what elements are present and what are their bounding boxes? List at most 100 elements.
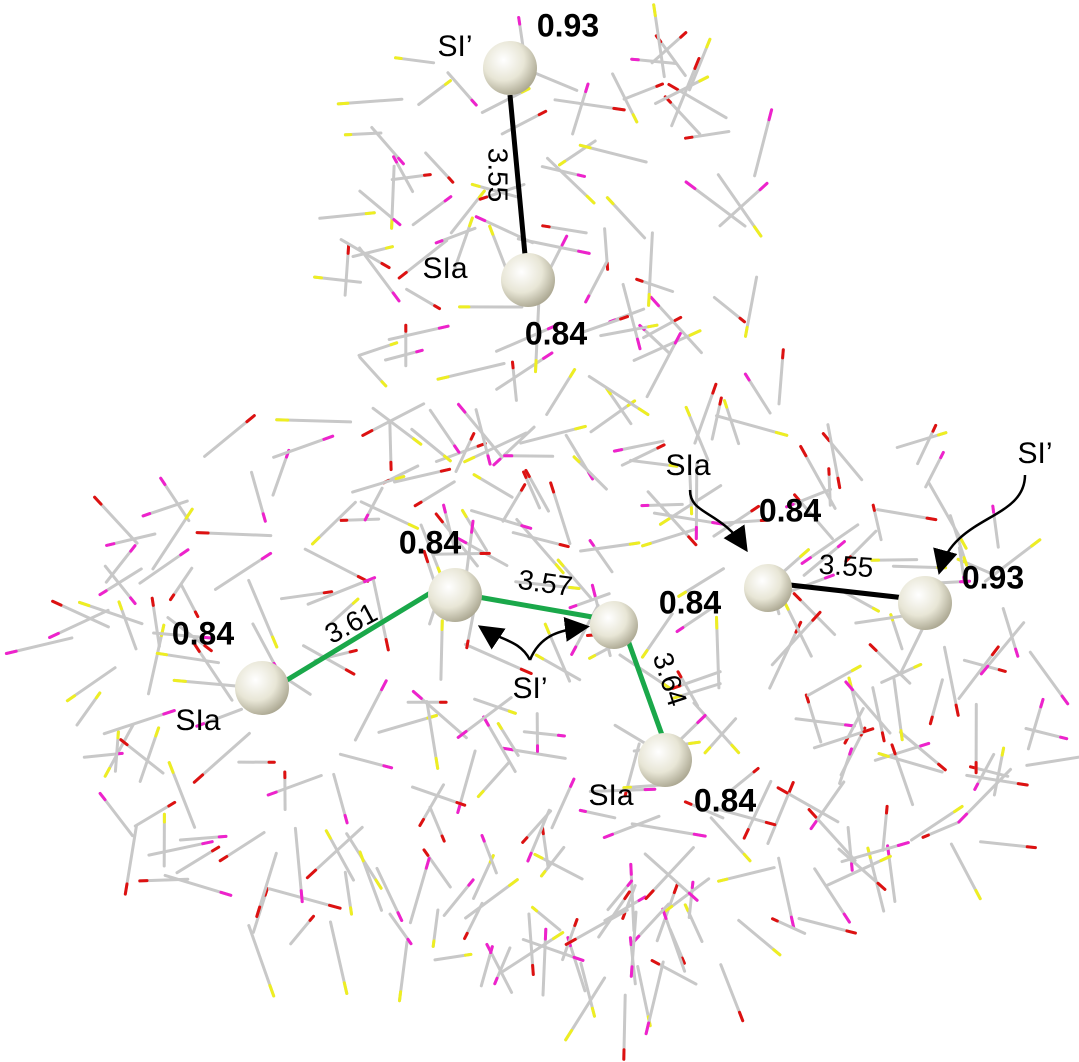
site-label: SIa [422, 252, 467, 285]
bond [469, 880, 473, 885]
bond [100, 591, 106, 595]
bond [376, 880, 381, 888]
bond [399, 272, 406, 278]
bond [686, 182, 695, 189]
bond [396, 58, 402, 59]
bond [348, 246, 349, 253]
bond [444, 505, 446, 512]
bond [221, 892, 231, 895]
bond [898, 843, 908, 846]
bond [415, 502, 421, 506]
bond [746, 327, 748, 336]
bond [639, 897, 645, 901]
bond [554, 933, 563, 939]
bond [315, 277, 322, 278]
bond [852, 864, 853, 870]
distance-label: 3.55 [818, 549, 875, 584]
bond [152, 598, 153, 605]
bond [646, 1023, 649, 1034]
bond [649, 325, 657, 327]
bond [131, 598, 136, 604]
bond [1002, 748, 1003, 755]
bond [993, 506, 994, 512]
bond [455, 446, 459, 452]
distance-label: 3.57 [516, 564, 574, 602]
bond [614, 450, 621, 452]
bond [542, 872, 545, 876]
bond [539, 111, 546, 114]
labels: SI’ SIa SIa SI’ SIa SIa SI’ 0.93 0.84 0.… [172, 7, 1053, 818]
bond [131, 546, 135, 552]
cation [483, 41, 537, 95]
bond [543, 226, 550, 227]
bond [273, 637, 277, 647]
bond [399, 158, 404, 163]
structure-diagram: SI’ SIa SIa SI’ SIa SIa SI’ 0.93 0.84 0.… [0, 0, 1079, 1062]
bond [740, 318, 745, 322]
bond [400, 992, 401, 1001]
bond [760, 183, 767, 189]
occupancy: 0.84 [525, 315, 587, 351]
bond [882, 733, 884, 741]
bond [939, 433, 946, 435]
bond [719, 879, 727, 881]
bond [754, 769, 758, 772]
bond [346, 670, 354, 674]
bond [1018, 784, 1027, 785]
bond [495, 978, 497, 983]
bond [657, 84, 663, 86]
bond [941, 453, 944, 458]
bond [713, 384, 716, 393]
bond [975, 784, 978, 789]
bond [125, 884, 127, 894]
bond [262, 553, 270, 558]
bond [633, 115, 637, 122]
bond [999, 670, 1005, 672]
bond [338, 103, 348, 104]
bond [707, 39, 710, 47]
bond [801, 550, 809, 557]
bond [592, 1008, 594, 1016]
site-label: SIa [175, 704, 220, 737]
bond [652, 961, 659, 965]
bond [580, 810, 585, 811]
bond [387, 247, 393, 248]
cation [501, 253, 555, 307]
bond [213, 847, 219, 851]
site-label: SI’ [437, 30, 472, 63]
bond [438, 377, 448, 379]
bond [536, 361, 537, 372]
bond [725, 401, 727, 407]
bond [745, 374, 749, 380]
bond [586, 84, 588, 92]
bond [1027, 755, 1079, 765]
bond [156, 728, 159, 736]
bond [465, 933, 468, 938]
bond [436, 514, 442, 522]
bond [651, 297, 659, 305]
bond [654, 5, 656, 16]
bond [774, 950, 780, 955]
bond [705, 748, 710, 753]
bond [976, 891, 980, 899]
page: SI’ SIa SIa SI’ SIa SIa SI’ 0.93 0.84 0.… [0, 0, 1079, 1062]
bond [685, 802, 691, 804]
bond [466, 954, 471, 955]
bond [560, 161, 565, 165]
site-label: SIa [665, 449, 710, 482]
bond [169, 802, 175, 806]
bond [533, 907, 537, 910]
bond [769, 110, 772, 120]
bond [382, 382, 386, 386]
bond [930, 717, 932, 724]
bond [604, 834, 612, 837]
bond [326, 831, 330, 838]
bond [551, 483, 554, 492]
bond [442, 836, 444, 841]
bond [435, 306, 440, 309]
bond [809, 810, 816, 818]
bond [307, 870, 315, 878]
cation [590, 601, 638, 649]
occupancy: 0.93 [537, 7, 599, 43]
bond [413, 692, 421, 699]
